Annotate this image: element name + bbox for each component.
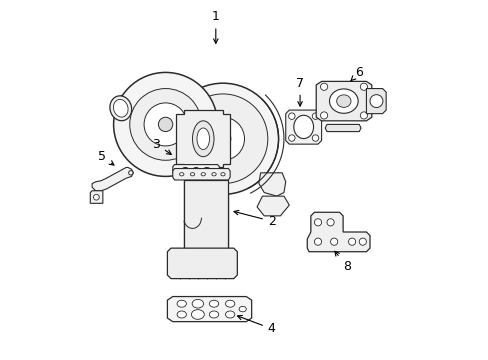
Ellipse shape [182,167,188,172]
Circle shape [314,219,321,226]
Circle shape [320,112,327,119]
Ellipse shape [110,96,131,121]
Ellipse shape [177,311,186,318]
Circle shape [369,95,382,108]
Ellipse shape [209,300,218,307]
Polygon shape [92,167,133,191]
Ellipse shape [239,306,246,312]
Ellipse shape [329,89,357,113]
Polygon shape [366,89,386,114]
Polygon shape [316,81,371,121]
Circle shape [129,89,201,160]
Circle shape [359,238,366,245]
Circle shape [113,72,217,176]
Ellipse shape [113,99,128,117]
Ellipse shape [211,173,216,176]
Circle shape [178,94,267,184]
Text: 5: 5 [98,150,114,165]
Circle shape [288,113,294,120]
Circle shape [167,83,278,194]
Circle shape [144,103,187,146]
Ellipse shape [197,128,209,149]
Circle shape [360,112,367,119]
Circle shape [158,117,172,132]
Ellipse shape [192,300,203,308]
Circle shape [93,194,99,200]
Polygon shape [285,110,321,144]
Text: 1: 1 [211,10,219,43]
Polygon shape [325,125,360,132]
Polygon shape [90,191,102,203]
Polygon shape [167,297,251,321]
Circle shape [330,238,337,245]
Circle shape [215,131,230,147]
Ellipse shape [177,300,186,307]
Ellipse shape [179,173,183,176]
Ellipse shape [193,167,199,172]
Text: 8: 8 [334,251,350,273]
Ellipse shape [225,300,234,307]
Circle shape [314,238,321,245]
Text: 7: 7 [295,77,304,106]
Circle shape [201,117,244,160]
Circle shape [312,135,318,141]
Text: 2: 2 [234,211,275,228]
Text: 6: 6 [350,66,363,81]
Ellipse shape [225,311,234,318]
Circle shape [326,219,333,226]
Ellipse shape [192,121,214,157]
Text: 3: 3 [152,138,171,154]
Polygon shape [183,180,228,252]
Circle shape [348,238,355,245]
Ellipse shape [221,173,224,176]
Polygon shape [167,248,237,279]
Ellipse shape [201,173,205,176]
Polygon shape [257,196,289,216]
Ellipse shape [209,311,218,318]
Circle shape [360,83,367,90]
Ellipse shape [336,95,350,107]
Ellipse shape [190,173,194,176]
Circle shape [288,135,294,141]
Ellipse shape [293,115,313,139]
Polygon shape [306,212,369,252]
Ellipse shape [128,171,133,175]
Text: 4: 4 [237,315,275,335]
Ellipse shape [203,167,210,172]
Polygon shape [172,165,219,175]
Polygon shape [258,173,285,196]
Ellipse shape [191,310,204,319]
Circle shape [320,83,327,90]
Polygon shape [172,168,230,180]
Polygon shape [176,110,230,167]
Circle shape [312,113,318,120]
